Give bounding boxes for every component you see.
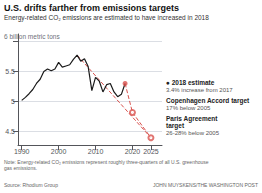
svg-text:5: 5 (11, 98, 15, 105)
svg-text:● 2018 estimate: ● 2018 estimate (166, 79, 215, 86)
svg-text:3.4% increase from 2017: 3.4% increase from 2017 (166, 87, 233, 93)
svg-text:2000: 2000 (51, 148, 67, 155)
svg-text:2010: 2010 (88, 148, 104, 155)
svg-text:26-28% below 2005: 26-28% below 2005 (166, 130, 220, 136)
svg-text:5.5: 5.5 (5, 68, 15, 75)
svg-text:Energy-related CO₂ emissions a: Energy-related CO₂ emissions are estimat… (4, 14, 209, 22)
svg-text:gas emissions.: gas emissions. (4, 165, 37, 171)
svg-text:U.S. drifts farther from emiss: U.S. drifts farther from emissions targe… (4, 3, 179, 13)
svg-text:4.5: 4.5 (5, 128, 15, 135)
svg-text:6 billion metric tons: 6 billion metric tons (4, 33, 60, 40)
svg-text:Paris Agreement: Paris Agreement (166, 114, 218, 122)
svg-text:1990: 1990 (14, 148, 30, 155)
svg-text:Copenhagen Accord target: Copenhagen Accord target (166, 97, 250, 105)
svg-text:Note: Energy-related CO₂ emiss: Note: Energy-related CO₂ emissions repre… (4, 159, 209, 165)
svg-text:17% below 2005: 17% below 2005 (166, 105, 211, 111)
svg-text:2020: 2020 (125, 148, 141, 155)
svg-text:Source: Rhodium Group: Source: Rhodium Group (4, 182, 58, 188)
svg-text:2025: 2025 (143, 148, 159, 155)
svg-text:target: target (166, 122, 185, 130)
svg-text:JOHN MUYSKENS/THE WASHINGTON P: JOHN MUYSKENS/THE WASHINGTON POST (153, 182, 258, 188)
